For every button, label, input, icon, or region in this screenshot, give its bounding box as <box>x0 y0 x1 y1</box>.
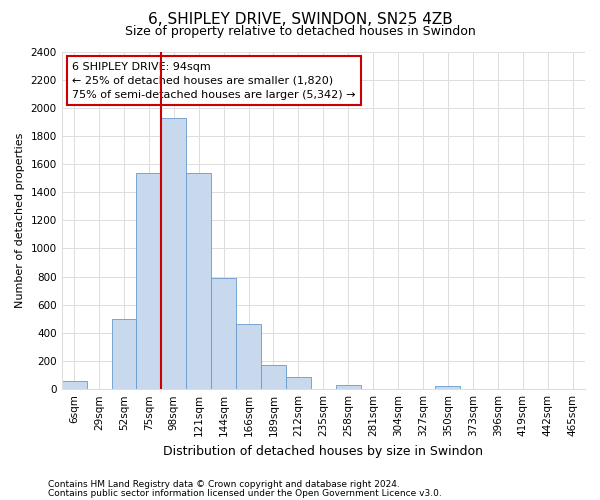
Bar <box>136 172 161 389</box>
Bar <box>436 386 460 389</box>
Bar <box>62 382 86 389</box>
Bar <box>286 376 311 389</box>
Bar <box>186 172 211 389</box>
Bar <box>112 319 136 389</box>
Text: 6, SHIPLEY DRIVE, SWINDON, SN25 4ZB: 6, SHIPLEY DRIVE, SWINDON, SN25 4ZB <box>148 12 452 28</box>
Text: Size of property relative to detached houses in Swindon: Size of property relative to detached ho… <box>125 25 475 38</box>
Bar <box>261 364 286 389</box>
Y-axis label: Number of detached properties: Number of detached properties <box>15 132 25 308</box>
Text: 6 SHIPLEY DRIVE: 94sqm
← 25% of detached houses are smaller (1,820)
75% of semi-: 6 SHIPLEY DRIVE: 94sqm ← 25% of detached… <box>72 62 356 100</box>
Text: Contains HM Land Registry data © Crown copyright and database right 2024.: Contains HM Land Registry data © Crown c… <box>48 480 400 489</box>
Bar <box>161 118 186 389</box>
Bar <box>236 324 261 389</box>
Text: Contains public sector information licensed under the Open Government Licence v3: Contains public sector information licen… <box>48 488 442 498</box>
Bar <box>211 278 236 389</box>
X-axis label: Distribution of detached houses by size in Swindon: Distribution of detached houses by size … <box>163 444 484 458</box>
Bar <box>336 385 361 389</box>
